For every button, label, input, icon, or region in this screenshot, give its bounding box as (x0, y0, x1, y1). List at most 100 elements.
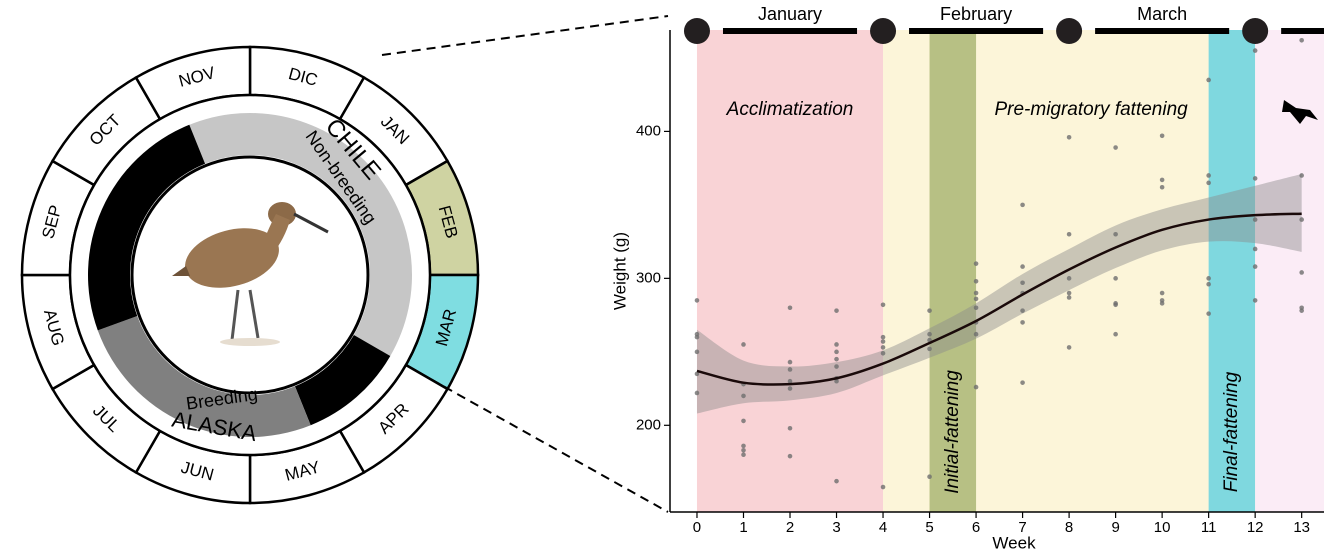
data-point (834, 364, 839, 369)
data-point (1253, 247, 1258, 252)
data-point (741, 444, 746, 449)
data-point (1160, 185, 1165, 190)
data-point (695, 391, 700, 396)
data-point (788, 426, 793, 431)
x-tick-label: 12 (1247, 519, 1264, 536)
data-point (1160, 134, 1165, 139)
data-point (834, 357, 839, 362)
data-point (881, 339, 886, 344)
data-point (927, 308, 932, 313)
data-point (741, 419, 746, 424)
data-point (1160, 178, 1165, 183)
month-boundary (1056, 18, 1082, 44)
data-point (741, 448, 746, 453)
data-point (788, 367, 793, 372)
data-point (695, 335, 700, 340)
connector (418, 372, 668, 512)
month-label: March (1137, 4, 1187, 24)
bird-shadow (220, 338, 280, 346)
page: { "diagram": { "months": ["DIC", "JAN", … (0, 0, 1324, 553)
annual-cycle-diagram: DICJANFEBMARAPRMAYJUNJULAUGSEPOCTNOVCHIL… (22, 47, 478, 503)
data-point (1206, 78, 1211, 83)
data-point (974, 332, 979, 337)
data-point (834, 342, 839, 347)
x-tick-label: 10 (1154, 519, 1171, 536)
data-point (788, 305, 793, 310)
data-point (834, 308, 839, 313)
data-point (1206, 181, 1211, 186)
x-tick-label: 5 (925, 519, 933, 536)
data-point (1299, 308, 1304, 313)
data-point (1253, 298, 1258, 303)
month-boundary (1242, 18, 1268, 44)
data-point (881, 302, 886, 307)
data-point (1113, 145, 1118, 150)
data-point (788, 386, 793, 391)
phase-region (1255, 30, 1324, 512)
x-tick-label: 8 (1065, 519, 1073, 536)
month-boundary (684, 18, 710, 44)
data-point (1067, 291, 1072, 296)
y-tick-label: 200 (636, 416, 661, 433)
data-point (927, 347, 932, 352)
x-tick-label: 11 (1201, 519, 1217, 536)
data-point (1299, 270, 1304, 275)
data-point (1020, 264, 1025, 269)
month-boundary (870, 18, 896, 44)
data-point (695, 298, 700, 303)
data-point (788, 360, 793, 365)
data-point (1206, 173, 1211, 178)
data-point (974, 385, 979, 390)
y-tick-label: 400 (636, 122, 661, 139)
data-point (1253, 48, 1258, 53)
data-point (741, 452, 746, 457)
x-tick-label: 3 (832, 519, 840, 536)
x-tick-label: 2 (786, 519, 794, 536)
data-point (974, 279, 979, 284)
data-point (834, 479, 839, 484)
region-label: Acclimatization (726, 99, 854, 120)
connector (382, 16, 668, 55)
data-point (881, 345, 886, 350)
data-point (1206, 311, 1211, 316)
month-label: February (940, 4, 1012, 24)
data-point (1020, 280, 1025, 285)
data-point (974, 305, 979, 310)
data-point (1067, 345, 1072, 350)
data-point (1299, 173, 1304, 178)
data-point (1299, 217, 1304, 222)
region-label: Final-fattening (1221, 371, 1242, 492)
data-point (695, 350, 700, 355)
x-tick-label: 9 (1111, 519, 1119, 536)
month-label: January (758, 4, 822, 24)
data-point (1253, 217, 1258, 222)
data-point (1299, 38, 1304, 43)
y-tick-label: 300 (636, 269, 661, 286)
x-axis-title: Week (992, 533, 1036, 552)
data-point (1206, 276, 1211, 281)
data-point (1160, 301, 1165, 306)
data-point (1067, 232, 1072, 237)
data-point (927, 474, 932, 479)
data-point (881, 351, 886, 356)
x-tick-label: 6 (972, 519, 980, 536)
data-point (1160, 291, 1165, 296)
data-point (1020, 203, 1025, 208)
data-point (927, 332, 932, 337)
data-point (1253, 264, 1258, 269)
figure: DICJANFEBMARAPRMAYJUNJULAUGSEPOCTNOVCHIL… (0, 0, 1324, 553)
data-point (1020, 320, 1025, 325)
data-point (1067, 276, 1072, 281)
data-point (1067, 135, 1072, 140)
x-tick-label: 0 (693, 519, 701, 536)
x-tick-label: 1 (739, 519, 747, 536)
data-point (1113, 332, 1118, 337)
data-point (741, 394, 746, 399)
data-point (1113, 232, 1118, 237)
data-point (834, 350, 839, 355)
y-axis-title: Weight (g) (610, 232, 629, 310)
data-point (881, 485, 886, 490)
data-point (1253, 176, 1258, 181)
x-tick-label: 13 (1293, 519, 1310, 536)
